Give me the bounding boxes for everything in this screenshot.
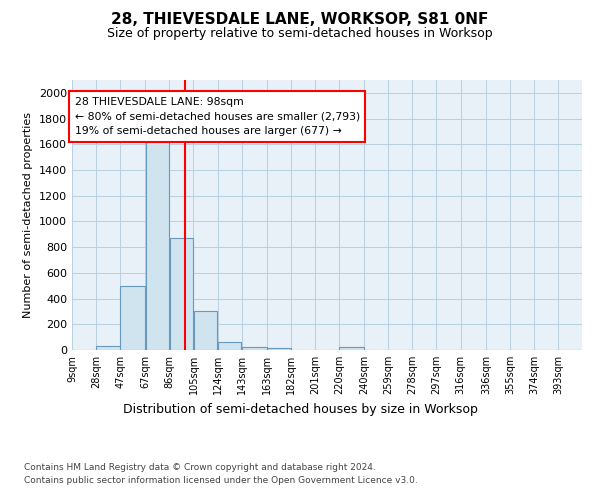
Bar	[170, 238, 193, 350]
Bar	[146, 139, 169, 350]
Text: 28 THIEVESDALE LANE: 98sqm
← 80% of semi-detached houses are smaller (2,793)
19%: 28 THIEVESDALE LANE: 98sqm ← 80% of semi…	[74, 96, 360, 136]
Text: Contains HM Land Registry data © Crown copyright and database right 2024.: Contains HM Land Registry data © Crown c…	[24, 462, 376, 471]
Text: Size of property relative to semi-detached houses in Worksop: Size of property relative to semi-detach…	[107, 28, 493, 40]
Y-axis label: Number of semi-detached properties: Number of semi-detached properties	[23, 112, 34, 318]
Bar	[194, 312, 217, 350]
Bar	[242, 347, 266, 350]
Text: 28, THIEVESDALE LANE, WORKSOP, S81 0NF: 28, THIEVESDALE LANE, WORKSOP, S81 0NF	[112, 12, 488, 28]
Bar	[121, 286, 145, 350]
Text: Contains public sector information licensed under the Open Government Licence v3: Contains public sector information licen…	[24, 476, 418, 485]
Bar	[267, 348, 290, 350]
Text: Distribution of semi-detached houses by size in Worksop: Distribution of semi-detached houses by …	[122, 402, 478, 415]
Bar	[218, 342, 241, 350]
Bar	[340, 348, 364, 350]
Bar	[97, 346, 120, 350]
